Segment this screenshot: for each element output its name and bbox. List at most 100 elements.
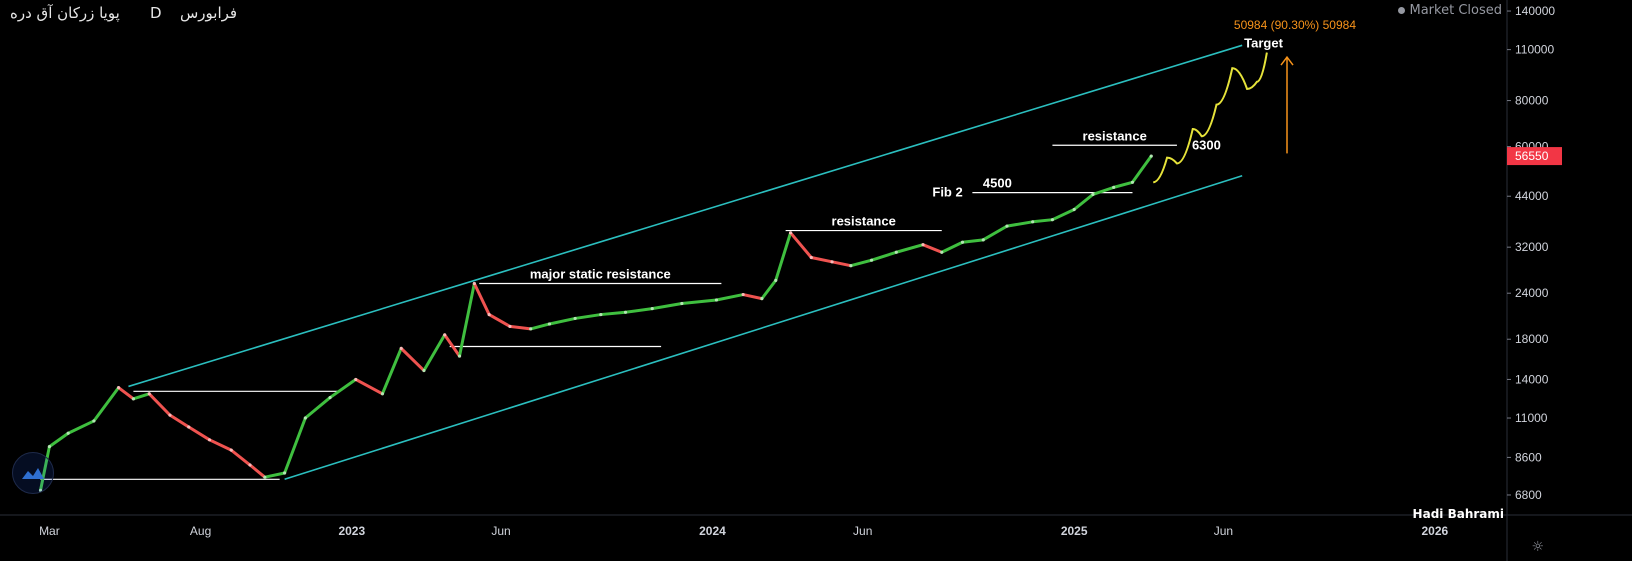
price-segment [399, 346, 426, 373]
y-tick-label: 8600 [1515, 450, 1542, 464]
level-value-label: 6300 [1192, 137, 1221, 152]
y-tick-label: 11000 [1515, 411, 1548, 425]
x-tick-label: Jun [1214, 524, 1233, 538]
price-point [680, 301, 684, 306]
price-segment [741, 293, 764, 301]
price-point [760, 297, 764, 301]
price-point [1005, 224, 1009, 228]
price-segment [849, 258, 874, 268]
x-tick-label: Jun [491, 524, 510, 538]
price-point [981, 238, 985, 242]
price-segment [303, 396, 332, 420]
price-point [650, 306, 654, 311]
target-arrow-head [1280, 55, 1294, 66]
price-segment [1130, 154, 1153, 184]
price-point [1112, 185, 1116, 189]
price-point [869, 258, 874, 262]
price-segment [981, 224, 1009, 242]
price-segment [443, 333, 462, 358]
price-segment [650, 302, 684, 311]
price-segment [599, 310, 628, 317]
price-point [894, 250, 898, 254]
projection-path [1153, 52, 1268, 184]
price-point [168, 413, 172, 417]
price-point [457, 354, 462, 358]
price-point [774, 278, 778, 282]
price-point [599, 312, 603, 317]
level-label: major static resistance [530, 267, 671, 282]
y-tick-label: 14000 [1515, 372, 1549, 386]
level-label: resistance [832, 214, 896, 229]
y-tick-label: 24000 [1515, 286, 1549, 300]
price-segment [624, 307, 654, 314]
price-segment [714, 293, 745, 302]
price-point [849, 264, 853, 268]
level-label: 4500 [983, 176, 1012, 191]
tradingview-cloud-icon[interactable] [12, 452, 54, 494]
price-point [187, 425, 191, 429]
price-point [714, 298, 719, 302]
x-tick-label: 2026 [1422, 524, 1449, 538]
price-point [573, 316, 577, 321]
price-segment [1050, 207, 1076, 222]
last-price-badge [1507, 147, 1562, 166]
price-point [443, 333, 447, 337]
price-segment [47, 431, 70, 449]
price-point [921, 243, 925, 247]
price-point [940, 250, 944, 254]
channel-lower-line [284, 175, 1243, 481]
price-point [508, 324, 512, 329]
author-label: Hadi Bahrami [1412, 507, 1504, 521]
price-segment [760, 278, 778, 301]
price-segment [940, 240, 965, 254]
price-point [788, 231, 793, 235]
x-tick-label: 2024 [699, 524, 726, 538]
price-segment [1091, 185, 1116, 196]
price-point [960, 240, 965, 244]
price-segment [487, 313, 512, 328]
price-segment [263, 471, 287, 479]
y-tick-label: 6800 [1515, 488, 1542, 502]
symbol-title: پویا زرکان آق دره [10, 4, 120, 22]
price-segment [66, 419, 96, 435]
price-segment [380, 346, 403, 396]
gear-icon[interactable]: ☼ [1531, 539, 1544, 555]
timeframe-label[interactable]: D [150, 4, 162, 22]
price-segment [147, 392, 172, 417]
price-segment [809, 256, 834, 264]
price-point [1091, 192, 1095, 197]
target-label: Target [1244, 35, 1283, 50]
price-point [248, 463, 252, 467]
price-point [1149, 154, 1153, 158]
price-point [229, 448, 233, 452]
exchange-label: فرابورس [180, 4, 238, 22]
status-dot-icon [1397, 7, 1405, 14]
price-point [303, 416, 307, 420]
price-point [47, 445, 52, 449]
price-segment [422, 333, 447, 373]
channel-upper-line [128, 44, 1243, 388]
price-point [487, 312, 491, 317]
price-segment [187, 425, 211, 442]
price-segment [547, 316, 577, 326]
price-point [283, 471, 287, 475]
y-tick-label: 140000 [1515, 4, 1555, 18]
price-segment [472, 282, 491, 317]
price-point [147, 392, 151, 396]
price-point [623, 310, 628, 314]
market-status-text: Market Closed [1409, 3, 1503, 18]
price-point [830, 260, 834, 264]
price-point [1050, 218, 1055, 222]
x-tick-label: Aug [190, 524, 211, 538]
y-tick-label: 110000 [1515, 43, 1554, 57]
price-point [1031, 220, 1035, 224]
x-tick-label: 2023 [338, 524, 365, 538]
price-point [741, 292, 745, 297]
y-tick-label: 18000 [1515, 332, 1549, 346]
price-segment [229, 448, 252, 467]
price-segment [354, 377, 384, 396]
price-point [263, 475, 267, 479]
price-segment [789, 231, 813, 259]
y-tick-label: 32000 [1515, 240, 1549, 254]
